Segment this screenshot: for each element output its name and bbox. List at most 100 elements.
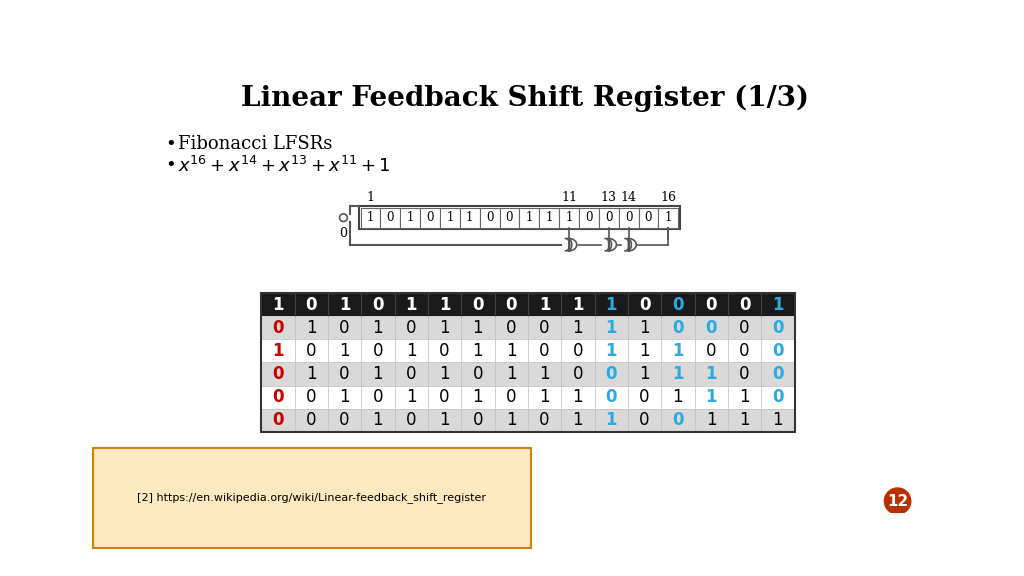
- Text: 0: 0: [605, 211, 612, 224]
- Text: 1: 1: [439, 365, 450, 383]
- Bar: [328, 293, 361, 316]
- Bar: [428, 362, 461, 385]
- Text: 0: 0: [306, 388, 316, 406]
- Bar: [595, 409, 628, 432]
- Bar: [479, 208, 500, 228]
- Text: 0: 0: [426, 211, 434, 224]
- Text: 0: 0: [373, 388, 383, 406]
- Bar: [500, 208, 519, 228]
- Bar: [728, 409, 761, 432]
- Bar: [400, 208, 420, 228]
- Bar: [428, 339, 461, 362]
- Bar: [694, 362, 728, 385]
- Bar: [461, 409, 495, 432]
- Text: $x^{16} + x^{14} + x^{13} + x^{11} + 1$: $x^{16} + x^{14} + x^{13} + x^{11} + 1$: [178, 156, 391, 176]
- Bar: [394, 409, 428, 432]
- Text: 0: 0: [572, 342, 583, 360]
- Bar: [261, 409, 295, 432]
- Text: 1: 1: [605, 295, 617, 314]
- Text: 1: 1: [639, 342, 650, 360]
- Bar: [662, 362, 694, 385]
- Bar: [295, 316, 328, 339]
- Polygon shape: [629, 238, 636, 251]
- Text: 0: 0: [739, 319, 750, 337]
- Bar: [662, 339, 694, 362]
- Text: 1: 1: [772, 411, 783, 429]
- Bar: [360, 208, 380, 228]
- Bar: [662, 409, 694, 432]
- Bar: [761, 316, 795, 339]
- Bar: [595, 316, 628, 339]
- Text: 1: 1: [605, 411, 617, 429]
- Bar: [394, 362, 428, 385]
- Text: 0: 0: [585, 211, 593, 224]
- Circle shape: [885, 488, 910, 514]
- Text: 0: 0: [706, 342, 717, 360]
- Bar: [528, 362, 561, 385]
- Text: •: •: [165, 135, 176, 153]
- Bar: [428, 409, 461, 432]
- Text: 1: 1: [540, 365, 550, 383]
- Bar: [694, 339, 728, 362]
- Text: 0: 0: [605, 365, 617, 383]
- Text: 0: 0: [439, 342, 450, 360]
- Bar: [628, 339, 662, 362]
- Bar: [261, 339, 295, 362]
- Bar: [440, 208, 460, 228]
- Bar: [495, 293, 528, 316]
- Text: 1: 1: [407, 211, 414, 224]
- Bar: [295, 293, 328, 316]
- Text: 0: 0: [639, 388, 650, 406]
- Text: 0: 0: [506, 211, 513, 224]
- Text: 1: 1: [406, 388, 417, 406]
- Text: 1: 1: [466, 211, 473, 224]
- Text: 1: 1: [772, 295, 783, 314]
- Text: 0: 0: [506, 295, 517, 314]
- Text: 0: 0: [473, 365, 483, 383]
- Bar: [628, 316, 662, 339]
- Bar: [628, 409, 662, 432]
- Bar: [694, 316, 728, 339]
- Bar: [361, 385, 394, 409]
- Text: 1: 1: [473, 319, 483, 337]
- Text: 1: 1: [639, 365, 650, 383]
- Bar: [528, 316, 561, 339]
- Bar: [628, 293, 662, 316]
- Text: 1: 1: [672, 342, 684, 360]
- Text: 0: 0: [272, 365, 284, 383]
- Text: 1: 1: [439, 411, 450, 429]
- Bar: [761, 409, 795, 432]
- Text: 0: 0: [272, 411, 284, 429]
- Text: 14: 14: [621, 191, 637, 204]
- Bar: [261, 316, 295, 339]
- Bar: [761, 385, 795, 409]
- Text: 0: 0: [406, 319, 417, 337]
- Text: 0: 0: [772, 319, 783, 337]
- Text: 1: 1: [473, 342, 483, 360]
- Bar: [428, 316, 461, 339]
- Bar: [361, 409, 394, 432]
- Text: 0: 0: [639, 411, 650, 429]
- Text: 0: 0: [473, 411, 483, 429]
- Text: 0: 0: [772, 342, 783, 360]
- Text: 13: 13: [601, 191, 616, 204]
- Text: 1: 1: [506, 365, 516, 383]
- Bar: [528, 385, 561, 409]
- Text: 0: 0: [372, 295, 384, 314]
- Bar: [328, 316, 361, 339]
- Bar: [694, 385, 728, 409]
- Bar: [361, 316, 394, 339]
- Text: 1: 1: [373, 365, 383, 383]
- Text: 0: 0: [339, 227, 347, 240]
- Text: 1: 1: [272, 295, 284, 314]
- Text: 0: 0: [672, 295, 684, 314]
- Bar: [561, 339, 595, 362]
- Bar: [528, 293, 561, 316]
- Bar: [599, 208, 618, 228]
- Bar: [261, 385, 295, 409]
- Bar: [761, 339, 795, 362]
- Bar: [420, 208, 440, 228]
- Text: 1: 1: [546, 211, 553, 224]
- Text: 0: 0: [386, 211, 394, 224]
- Bar: [639, 208, 658, 228]
